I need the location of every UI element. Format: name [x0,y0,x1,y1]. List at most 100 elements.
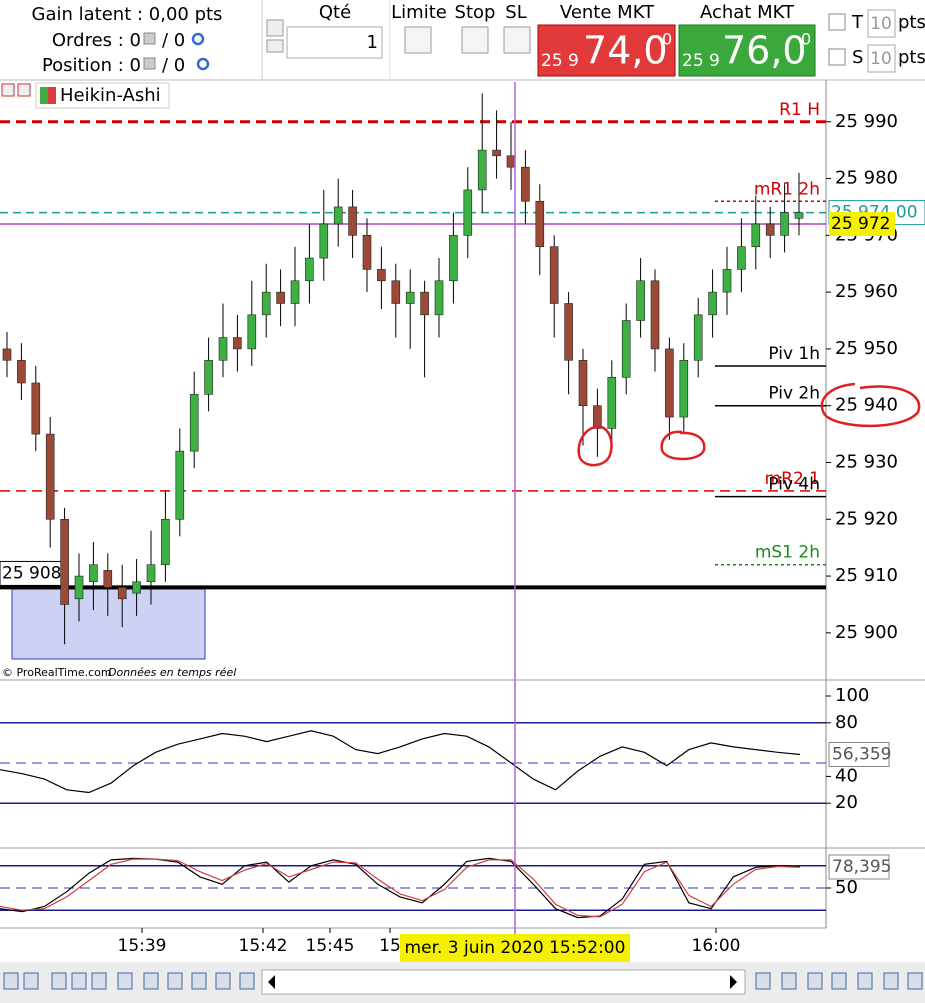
ordres-gear[interactable] [191,32,205,46]
sl-button[interactable] [503,26,531,54]
candle-body [636,280,645,321]
candle-body [290,280,300,304]
wrench-icon[interactable] [266,19,284,37]
stop-button[interactable] [461,26,489,54]
scroll-left[interactable] [268,975,275,989]
t-label: T [851,12,864,33]
small-icon[interactable] [1,83,15,97]
vente-big: 74,0 [583,29,668,73]
y-tick-label: 25 930 [835,451,898,472]
limite-button[interactable] [404,26,432,54]
tool-icon[interactable] [857,972,873,990]
position-gear[interactable] [196,57,210,71]
candle-body [233,337,242,350]
credit: © ProRealTime.com [2,666,112,679]
qte-input[interactable] [286,26,383,59]
cursor-box [400,934,630,962]
scroll-right[interactable] [730,975,737,989]
tool-icon[interactable] [143,972,159,990]
candle-body [405,291,415,304]
small-icon[interactable] [17,83,31,97]
tool-icon[interactable] [51,972,67,990]
level-label: mS1 2h [755,543,820,563]
y-tick-label: 25 960 [835,281,898,302]
candle-body [276,291,285,304]
vente-label: Vente MKT [560,2,655,23]
candle-body [189,394,199,452]
stop-label: Stop [455,2,496,23]
indicator-name: Heikin-Ashi [60,85,161,106]
tool-icon[interactable] [23,972,39,990]
y-tick-label: 25 900 [835,622,898,643]
candle-body [261,291,271,316]
tool-icon[interactable] [831,972,847,990]
tool-icon[interactable] [215,972,231,990]
s-label: S [852,47,863,68]
y-tick-label: 20 [835,792,858,813]
candle-body [477,149,487,191]
candle-body [74,575,84,600]
level-label: mR1 2h [754,179,820,199]
candle-body [434,280,444,316]
tool-icon[interactable] [239,972,255,990]
achat-big: 76,0 [722,29,807,73]
tool-icon[interactable] [117,972,133,990]
tool-icon[interactable] [71,972,87,990]
candle-body [362,235,372,270]
tool-icon[interactable] [91,972,107,990]
tool-icon[interactable] [781,972,797,990]
level-label: Piv 1h [768,344,820,364]
sl-label: SL [505,2,526,23]
indicator-icon [48,87,56,104]
ordres-icon[interactable] [143,32,156,45]
candle-body [722,269,732,293]
candle-body [17,359,26,384]
candle-body [204,359,213,395]
tool-icon[interactable] [755,972,771,990]
s-unit: pts [898,47,925,68]
achat-label: Achat MKT [700,2,795,23]
y-tick-label: 40 [835,765,858,786]
indicator-box[interactable] [35,82,170,109]
candle-body [665,348,674,418]
candle-body [506,155,516,168]
price-label: 25 908 [2,563,61,583]
scrollbar[interactable] [261,969,746,995]
candle-body [132,581,141,594]
candle-body [780,212,789,236]
candle-body [593,405,602,429]
s-input[interactable] [867,44,896,73]
achat-button[interactable] [678,24,816,77]
candle-body [578,359,588,407]
candle-body [679,359,689,418]
keypad-icon[interactable] [266,39,284,53]
candle-body [621,320,631,378]
s-checkbox[interactable] [828,48,846,66]
x-tick-label: 15:39 [118,936,167,956]
candle-body [708,291,717,316]
candle-body [2,348,12,361]
achat-small: 25 9 [682,51,720,71]
tool-icon[interactable] [191,972,207,990]
tool-icon[interactable] [807,972,823,990]
tool-icon[interactable] [907,972,923,990]
hand-circle [820,382,921,428]
candle-body [765,223,775,236]
candle-body [305,257,314,282]
x-tick-label: 16:00 [692,936,741,956]
candle-body [319,223,329,259]
indicator-line [0,857,801,919]
candle-body [333,206,343,225]
position-icon[interactable] [143,57,156,70]
candle-body [535,200,545,247]
tool-icon[interactable] [883,972,899,990]
t-value: 10 [870,14,892,34]
t-checkbox[interactable] [828,13,846,31]
candle-body [607,377,617,429]
tool-icon[interactable] [167,972,183,990]
limite-label: Limite [391,2,447,23]
t-input[interactable] [867,9,896,38]
candle-body [751,223,761,247]
tool-icon[interactable] [3,972,19,990]
vente-button[interactable] [537,24,676,77]
